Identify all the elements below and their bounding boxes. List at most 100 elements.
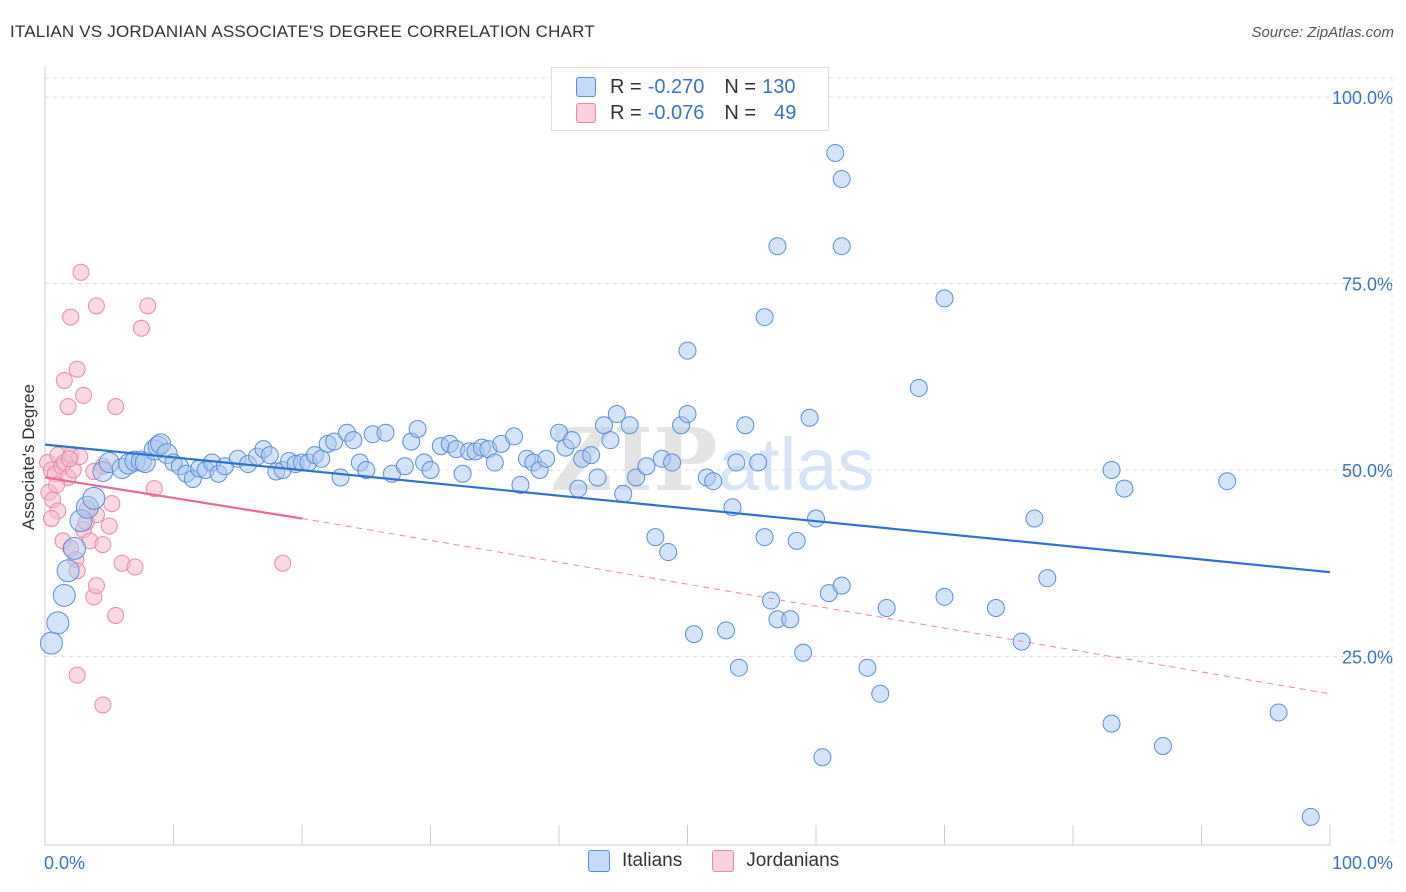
jordanians-trend-extension (301, 517, 1331, 695)
jordanians-trend-line (44, 476, 303, 520)
y-tick-label: 25.0% (1342, 648, 1393, 668)
jordanians-point (72, 263, 90, 281)
jordanians-point (107, 398, 125, 416)
italians-point (877, 599, 896, 618)
italians-point (260, 446, 279, 465)
italians-point (787, 531, 806, 550)
italians-point (1025, 509, 1044, 528)
italians-point (1102, 461, 1121, 479)
y-tick-label: 100.0% (1332, 88, 1393, 108)
jordanians-point (68, 360, 86, 378)
italians-point (344, 431, 363, 450)
legend-label: Italians (622, 850, 683, 871)
italians-point (800, 408, 819, 427)
italians-point (935, 289, 954, 308)
italians-point (588, 468, 607, 487)
italians-point (357, 461, 376, 479)
italians-point (678, 341, 697, 360)
italians-point (395, 457, 414, 476)
chart-title: ITALIAN VS JORDANIAN ASSOCIATE'S DEGREE … (10, 22, 595, 41)
italians-point (82, 486, 106, 510)
italians-point (832, 237, 851, 256)
jordanians-point (132, 319, 150, 337)
italians-point (56, 559, 80, 583)
y-tick-label: 75.0% (1342, 275, 1393, 295)
jordanians-swatch (712, 850, 735, 872)
italians-point (637, 457, 656, 476)
italians-point (858, 658, 877, 677)
italians-point (663, 453, 682, 472)
x-tick-label: 100.0% (1332, 853, 1393, 873)
italians-point (569, 479, 588, 498)
italians-point (1153, 737, 1172, 756)
jordanians-point (274, 554, 292, 572)
jordanians-point (100, 517, 118, 535)
jordanians-point (94, 696, 112, 714)
italians-point (727, 453, 746, 472)
italians-point (325, 432, 344, 451)
italians-point (594, 416, 613, 435)
jordanians-point (60, 450, 78, 468)
jordanians-point (62, 308, 80, 326)
italians-point (832, 576, 851, 595)
italians-point (794, 643, 813, 662)
jordanians-point (87, 577, 105, 595)
n-label: N = (724, 101, 757, 124)
italians-point (63, 536, 87, 560)
italians-point (909, 378, 928, 397)
r-value: -0.076 (647, 101, 705, 124)
italians-point (601, 431, 620, 450)
italians-point (1102, 714, 1121, 733)
italians-point (717, 621, 736, 640)
italians-point (52, 583, 76, 607)
italians-point (813, 748, 832, 767)
r-value: -0.270 (647, 75, 705, 98)
italians-point (453, 464, 472, 483)
legend-row-jordanians: R = -0.076 N = 49 (576, 101, 796, 125)
jordanians-point (87, 297, 105, 315)
jordanians-point (42, 509, 60, 527)
italians-point (871, 684, 890, 703)
italians-point (935, 587, 954, 606)
legend-item-italians[interactable]: Italians (588, 850, 682, 872)
italians-point (768, 237, 787, 256)
n-value: 130 (762, 75, 796, 98)
italians-point (1218, 472, 1237, 491)
italians-point (331, 468, 350, 487)
legend-row-italians: R = -0.270 N = 130 (576, 75, 795, 99)
italians-point (755, 528, 774, 547)
r-label: R = (610, 75, 642, 98)
n-label: N = (724, 75, 757, 98)
correlation-legend: R = -0.270 N = 130 R = -0.076 N = 49 (551, 67, 829, 131)
y-tick-label: 50.0% (1342, 461, 1393, 481)
jordanians-swatch (576, 103, 596, 123)
italians-trend-line (44, 443, 1331, 574)
source-label: Source: ZipAtlas.com (1251, 24, 1394, 41)
italians-point (562, 431, 581, 450)
italians-point (749, 453, 768, 472)
italians-point (376, 423, 395, 442)
italians-swatch (588, 850, 610, 872)
jordanians-point (59, 398, 77, 416)
jordanians-point (126, 558, 144, 576)
italians-point (659, 543, 678, 562)
italians-point (614, 484, 633, 503)
italians-swatch (576, 77, 596, 97)
jordanians-point (107, 606, 125, 624)
italians-point (762, 591, 781, 610)
italians-point (511, 475, 530, 494)
italians-point (627, 468, 646, 487)
italians-point (826, 143, 845, 162)
legend-item-jordanians[interactable]: Jordanians (712, 850, 839, 872)
r-label: R = (610, 101, 642, 124)
italians-point (755, 308, 774, 327)
italians-point (1038, 569, 1057, 588)
italians-point (607, 405, 626, 424)
italians-point (736, 416, 755, 435)
italians-point (704, 472, 723, 491)
italians-point (421, 461, 440, 479)
jordanians-point (103, 495, 121, 513)
series-legend: Italians Jordanians (588, 850, 869, 872)
italians-point (537, 449, 556, 468)
